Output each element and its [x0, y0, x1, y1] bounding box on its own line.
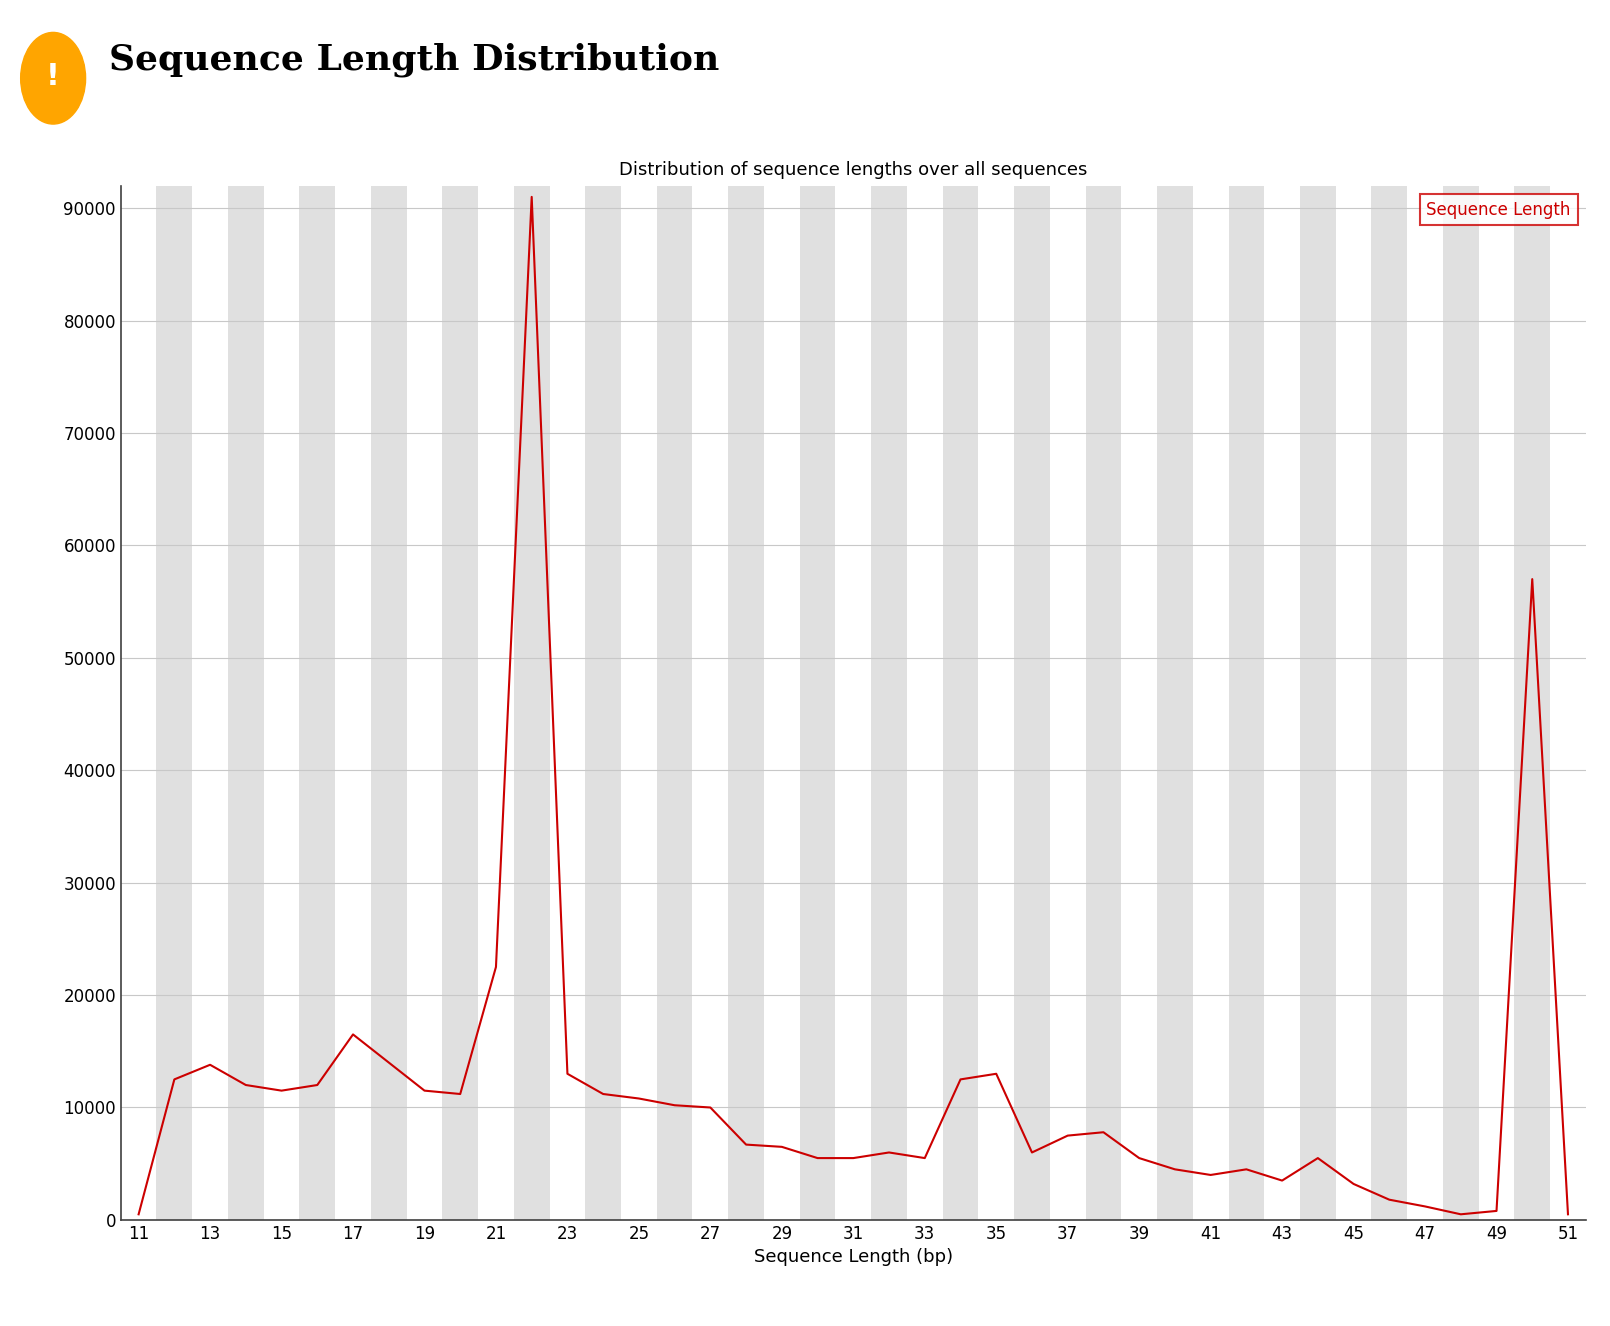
- Bar: [1550, 186, 1586, 1220]
- Bar: [121, 186, 156, 1220]
- Bar: [299, 186, 335, 1220]
- Bar: [1478, 186, 1515, 1220]
- Bar: [549, 186, 586, 1220]
- Bar: [514, 186, 549, 1220]
- Legend: Sequence Length: Sequence Length: [1420, 194, 1578, 225]
- Bar: [264, 186, 299, 1220]
- Bar: [728, 186, 765, 1220]
- Bar: [692, 186, 728, 1220]
- Bar: [1228, 186, 1264, 1220]
- Bar: [1050, 186, 1085, 1220]
- Bar: [1158, 186, 1193, 1220]
- Text: !: !: [47, 62, 60, 90]
- Bar: [156, 186, 192, 1220]
- Bar: [1407, 186, 1443, 1220]
- Bar: [443, 186, 478, 1220]
- Bar: [906, 186, 942, 1220]
- Title: Distribution of sequence lengths over all sequences: Distribution of sequence lengths over al…: [620, 160, 1087, 179]
- Bar: [478, 186, 514, 1220]
- Bar: [1299, 186, 1336, 1220]
- Bar: [1264, 186, 1299, 1220]
- Bar: [1336, 186, 1372, 1220]
- Bar: [942, 186, 979, 1220]
- Text: Sequence Length Distribution: Sequence Length Distribution: [109, 42, 720, 77]
- Bar: [192, 186, 229, 1220]
- Bar: [836, 186, 871, 1220]
- Bar: [1193, 186, 1228, 1220]
- Circle shape: [21, 32, 85, 125]
- Bar: [335, 186, 370, 1220]
- Bar: [229, 186, 264, 1220]
- Bar: [1085, 186, 1121, 1220]
- Bar: [979, 186, 1014, 1220]
- Bar: [621, 186, 657, 1220]
- Bar: [657, 186, 692, 1220]
- Bar: [800, 186, 836, 1220]
- Bar: [1372, 186, 1407, 1220]
- Bar: [370, 186, 407, 1220]
- Bar: [1443, 186, 1478, 1220]
- Bar: [765, 186, 800, 1220]
- Bar: [1121, 186, 1158, 1220]
- Bar: [407, 186, 443, 1220]
- Bar: [586, 186, 621, 1220]
- Bar: [1014, 186, 1050, 1220]
- Bar: [871, 186, 906, 1220]
- Bar: [1515, 186, 1550, 1220]
- X-axis label: Sequence Length (bp): Sequence Length (bp): [753, 1248, 953, 1266]
